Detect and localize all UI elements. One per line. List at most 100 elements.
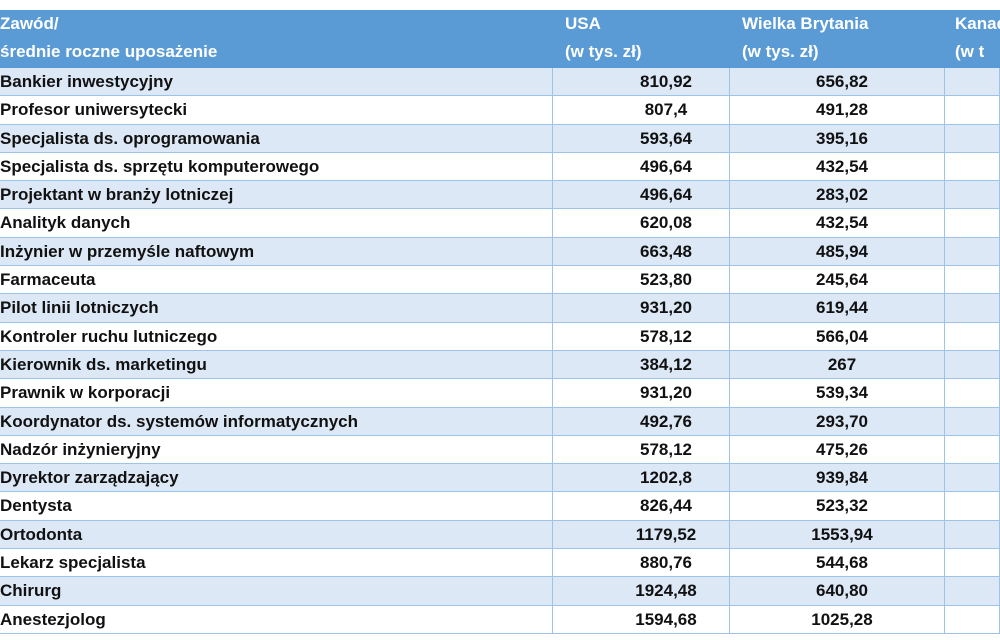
cut-cell [945,605,1000,633]
salary: 496,64 [553,152,730,181]
table-row: Farmaceuta 523,80 245,64 [0,266,1000,295]
salary: 523,32 [730,492,945,520]
cut-cell [945,237,1000,266]
occupation: Nadzór inżynieryjny [0,435,553,464]
cut-cell [945,152,1000,181]
salary: 485,94 [730,237,945,266]
cut-cell [945,266,1000,294]
salary: 931,20 [553,379,730,407]
occupation: Profesor uniwersytecki [0,96,553,124]
cut-cell [945,492,1000,520]
salary: 810,92 [553,68,730,96]
header-cell: USA (w tys. zł) [553,10,730,68]
cut-cell [945,464,1000,492]
table-row: Chirurg 1924,48 640,80 [0,577,1000,606]
salary: 656,82 [730,68,945,96]
header-text: USA [565,14,601,33]
occupation: Ortodonta [0,520,553,549]
salary: 663,48 [553,237,730,266]
salary: 1179,52 [553,520,730,549]
cut-cell [945,549,1000,577]
table-row: Lekarz specjalista 880,76 544,68 [0,549,1000,578]
occupation: Koordynator ds. systemów informatycznych [0,407,553,435]
occupation: Specjalista ds. sprzętu komputerowego [0,152,553,181]
salary: 1553,94 [730,520,945,549]
occupation: Analityk danych [0,209,553,237]
cut-cell [945,379,1000,407]
salary: 640,80 [730,577,945,605]
occupation: Dyrektor zarządzający [0,464,553,492]
header-text: (w tys. zł) [742,42,819,61]
occupation: Inżynier w przemyśle naftowym [0,237,553,266]
salary: 578,12 [553,435,730,464]
cut-cell [945,124,1000,152]
table-row: Specjalista ds. oprogramowania 593,64 395,… [0,124,1000,153]
salary: 939,84 [730,464,945,492]
table-row: Dyrektor zarządzający 1202,8 939,84 [0,464,1000,493]
salary: 593,64 [553,124,730,152]
salary: 619,44 [730,294,945,322]
occupation: Kontroler ruchu lutniczego [0,322,553,350]
table-row: Projektant w branży lotniczej 496,64 283,0… [0,181,1000,210]
salary: 566,04 [730,322,945,350]
salary: 620,08 [553,209,730,237]
occupation: Prawnik w korporacji [0,379,553,407]
table-row: Specjalista ds. sprzętu komputerowego 496… [0,152,1000,182]
table-row: Bankier inwestycyjny 810,92 656,82 [0,68,1000,97]
table-row: Prawnik w korporacji 931,20 539,34 [0,379,1000,408]
cut-cell [945,181,1000,209]
header-text: (w tys. zł) [565,42,642,61]
cut-cell [945,407,1000,435]
header-text: Wielka Brytania [742,14,869,33]
occupation: Projektant w branży lotniczej [0,181,553,209]
salary: 267 [730,350,945,379]
salary: 432,54 [730,152,945,181]
salary: 384,12 [553,350,730,379]
salary: 475,26 [730,435,945,464]
salary: 578,12 [553,322,730,350]
cut-cell [945,577,1000,605]
cut-cell [945,350,1000,379]
salary: 1202,8 [553,464,730,492]
header-cell: Kanad (w t [945,10,1000,68]
cut-cell [945,322,1000,350]
header-row: Zawód/średnie roczne uposażenie USA (w tys… [0,10,1000,68]
cut-cell [945,520,1000,549]
table-row: Profesor uniwersytecki 807,4 491,28 [0,96,1000,125]
salary: 1025,28 [730,605,945,633]
salary: 826,44 [553,492,730,520]
salary: 491,28 [730,96,945,124]
salary: 807,4 [553,96,730,124]
table-row: Ortodonta 1179,52 1553,94 [0,520,1000,550]
cut-cell [945,96,1000,124]
salary: 544,68 [730,549,945,577]
salary: 395,16 [730,124,945,152]
table-row: Inżynier w przemyśle naftowym 663,48 485,9… [0,237,1000,267]
header-cell: Zawód/średnie roczne uposażenie [0,10,553,68]
table-row: Dentysta 826,44 523,32 [0,492,1000,521]
occupation: Chirurg [0,577,553,605]
table-row: Koordynator ds. systemów informatycznych… [0,407,1000,436]
occupation: Farmaceuta [0,266,553,294]
salary: 1924,48 [553,577,730,605]
header-cell: Wielka Brytania (w tys. zł) [730,10,945,68]
occupation: Anestezjolog [0,605,553,633]
salary-table: Zawód/średnie roczne uposażenie USA (w tys… [0,10,1000,634]
header-text: Kanad [955,14,1000,33]
header-text: (w t [955,42,985,61]
salary: 293,70 [730,407,945,435]
salary: 539,34 [730,379,945,407]
cut-cell [945,68,1000,96]
table-row: Pilot linii lotniczych 931,20 619,44 [0,294,1000,323]
table-row: Anestezjolog 1594,68 1025,28 [0,605,1000,634]
table-row: Kontroler ruchu lutniczego 578,12 566,04 [0,322,1000,351]
salary: 283,02 [730,181,945,209]
table-row: Kierownik ds. marketingu 384,12 267 [0,350,1000,380]
salary: 432,54 [730,209,945,237]
occupation: Bankier inwestycyjny [0,68,553,96]
occupation: Kierownik ds. marketingu [0,350,553,379]
salary: 496,64 [553,181,730,209]
occupation: Specjalista ds. oprogramowania [0,124,553,152]
cut-cell [945,209,1000,237]
